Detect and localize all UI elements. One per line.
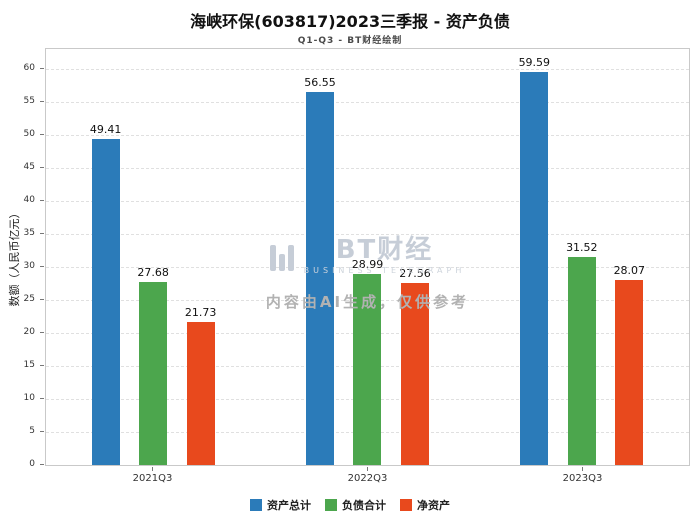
y-tick-mark — [40, 67, 44, 69]
legend-label: 资产总计 — [267, 499, 311, 512]
bar[interactable] — [305, 91, 334, 465]
bar[interactable] — [615, 279, 644, 465]
bar-value-label: 27.56 — [399, 267, 431, 281]
y-tick-mark — [40, 166, 44, 168]
legend-label: 净资产 — [417, 499, 450, 512]
y-tick-label: 0 — [29, 459, 35, 469]
bar-value-label: 59.59 — [518, 55, 551, 69]
y-tick-mark — [40, 298, 44, 300]
y-tick-mark — [40, 331, 44, 333]
y-tick-label: 15 — [23, 359, 35, 370]
bar-value-label: 21.73 — [184, 305, 217, 319]
bar-wrap: 28.07 — [613, 263, 646, 465]
bar-wrap: 27.56 — [399, 267, 431, 465]
gridline — [46, 266, 689, 268]
legend-item[interactable]: 资产总计 — [250, 497, 311, 513]
legend-label: 负债合计 — [342, 499, 386, 512]
plot-area: 49.41 27.68 21.73 56.55 28.99 27.56 59.59 31.52… — [45, 48, 690, 466]
y-tick-label: 35 — [23, 227, 35, 238]
legend-swatch-icon — [325, 499, 337, 511]
y-tick-label: 55 — [23, 95, 35, 106]
bar-wrap: 28.99 — [351, 257, 384, 465]
y-tick-mark — [40, 133, 44, 135]
bar-value-label: 27.68 — [137, 266, 169, 280]
gridline — [46, 233, 689, 235]
y-tick-label: 10 — [23, 392, 35, 403]
legend-swatch-icon — [400, 499, 412, 511]
bar[interactable] — [353, 273, 382, 465]
y-tick-mark — [40, 464, 44, 465]
gridline — [46, 200, 689, 202]
y-tick-mark — [40, 397, 44, 399]
bar[interactable] — [139, 282, 168, 465]
bar-group: 56.55 28.99 27.56 — [304, 76, 431, 465]
chart-title: 海峡环保(603817)2023三季报 - 资产负债 — [190, 12, 510, 31]
y-tick-label: 30 — [23, 260, 35, 271]
y-tick-mark — [40, 265, 44, 267]
x-axis-label: 2021Q3 — [87, 467, 218, 484]
bar-wrap: 49.41 — [89, 122, 122, 465]
bar-value-label: 31.52 — [566, 240, 598, 254]
y-tick-label: 45 — [23, 161, 35, 172]
gridline — [46, 101, 689, 103]
bar-wrap: 27.68 — [137, 266, 169, 465]
bar[interactable] — [91, 138, 120, 465]
y-tick-label: 60 — [23, 62, 35, 73]
y-tick-label: 40 — [23, 194, 35, 205]
bar-value-label: 49.41 — [89, 122, 122, 136]
bar[interactable] — [186, 321, 215, 465]
y-tick-mark — [40, 100, 44, 102]
y-axis: 0 5 10 15 20 25 30 35 40 45 50 55 60 — [0, 48, 45, 469]
bar-groups: 49.41 27.68 21.73 56.55 28.99 27.56 59.59 31.52… — [46, 49, 689, 465]
chart-subtitle: Q1-Q3 - BT财经绘制 — [297, 36, 403, 46]
bar[interactable] — [520, 71, 549, 465]
y-tick-label: 5 — [29, 425, 35, 436]
bar[interactable] — [567, 256, 596, 465]
y-tick-mark — [40, 364, 44, 366]
gridline — [46, 134, 689, 136]
y-tick-label: 50 — [23, 128, 35, 139]
x-axis: 2021Q3 2022Q3 2023Q3 — [45, 467, 690, 484]
x-axis-label: 2023Q3 — [517, 467, 648, 484]
legend-item[interactable]: 净资产 — [400, 497, 450, 513]
y-tick-mark — [40, 199, 44, 201]
gridline — [46, 167, 689, 169]
y-tick-label: 20 — [23, 326, 35, 337]
y-tick-mark — [40, 232, 44, 234]
bar-wrap: 21.73 — [184, 305, 217, 465]
bar-value-label: 28.07 — [613, 263, 646, 277]
y-tick-label: 25 — [23, 293, 35, 304]
legend: 资产总计 负债合计 净资产 — [0, 497, 700, 513]
bar-wrap: 31.52 — [566, 241, 598, 465]
y-tick-mark — [40, 430, 44, 432]
bar-value-label: 28.99 — [351, 257, 384, 271]
gridline — [46, 68, 689, 70]
bar-value-label: 56.55 — [304, 75, 336, 89]
bar-wrap: 59.59 — [518, 55, 551, 465]
bar-group: 59.59 31.52 28.07 — [518, 55, 646, 465]
x-axis-label: 2022Q3 — [302, 467, 433, 484]
legend-swatch-icon — [250, 499, 262, 511]
bar[interactable] — [400, 283, 429, 465]
bar-wrap: 56.55 — [304, 76, 336, 465]
legend-item[interactable]: 负债合计 — [325, 497, 386, 513]
bar-group: 49.41 27.68 21.73 — [89, 122, 217, 465]
